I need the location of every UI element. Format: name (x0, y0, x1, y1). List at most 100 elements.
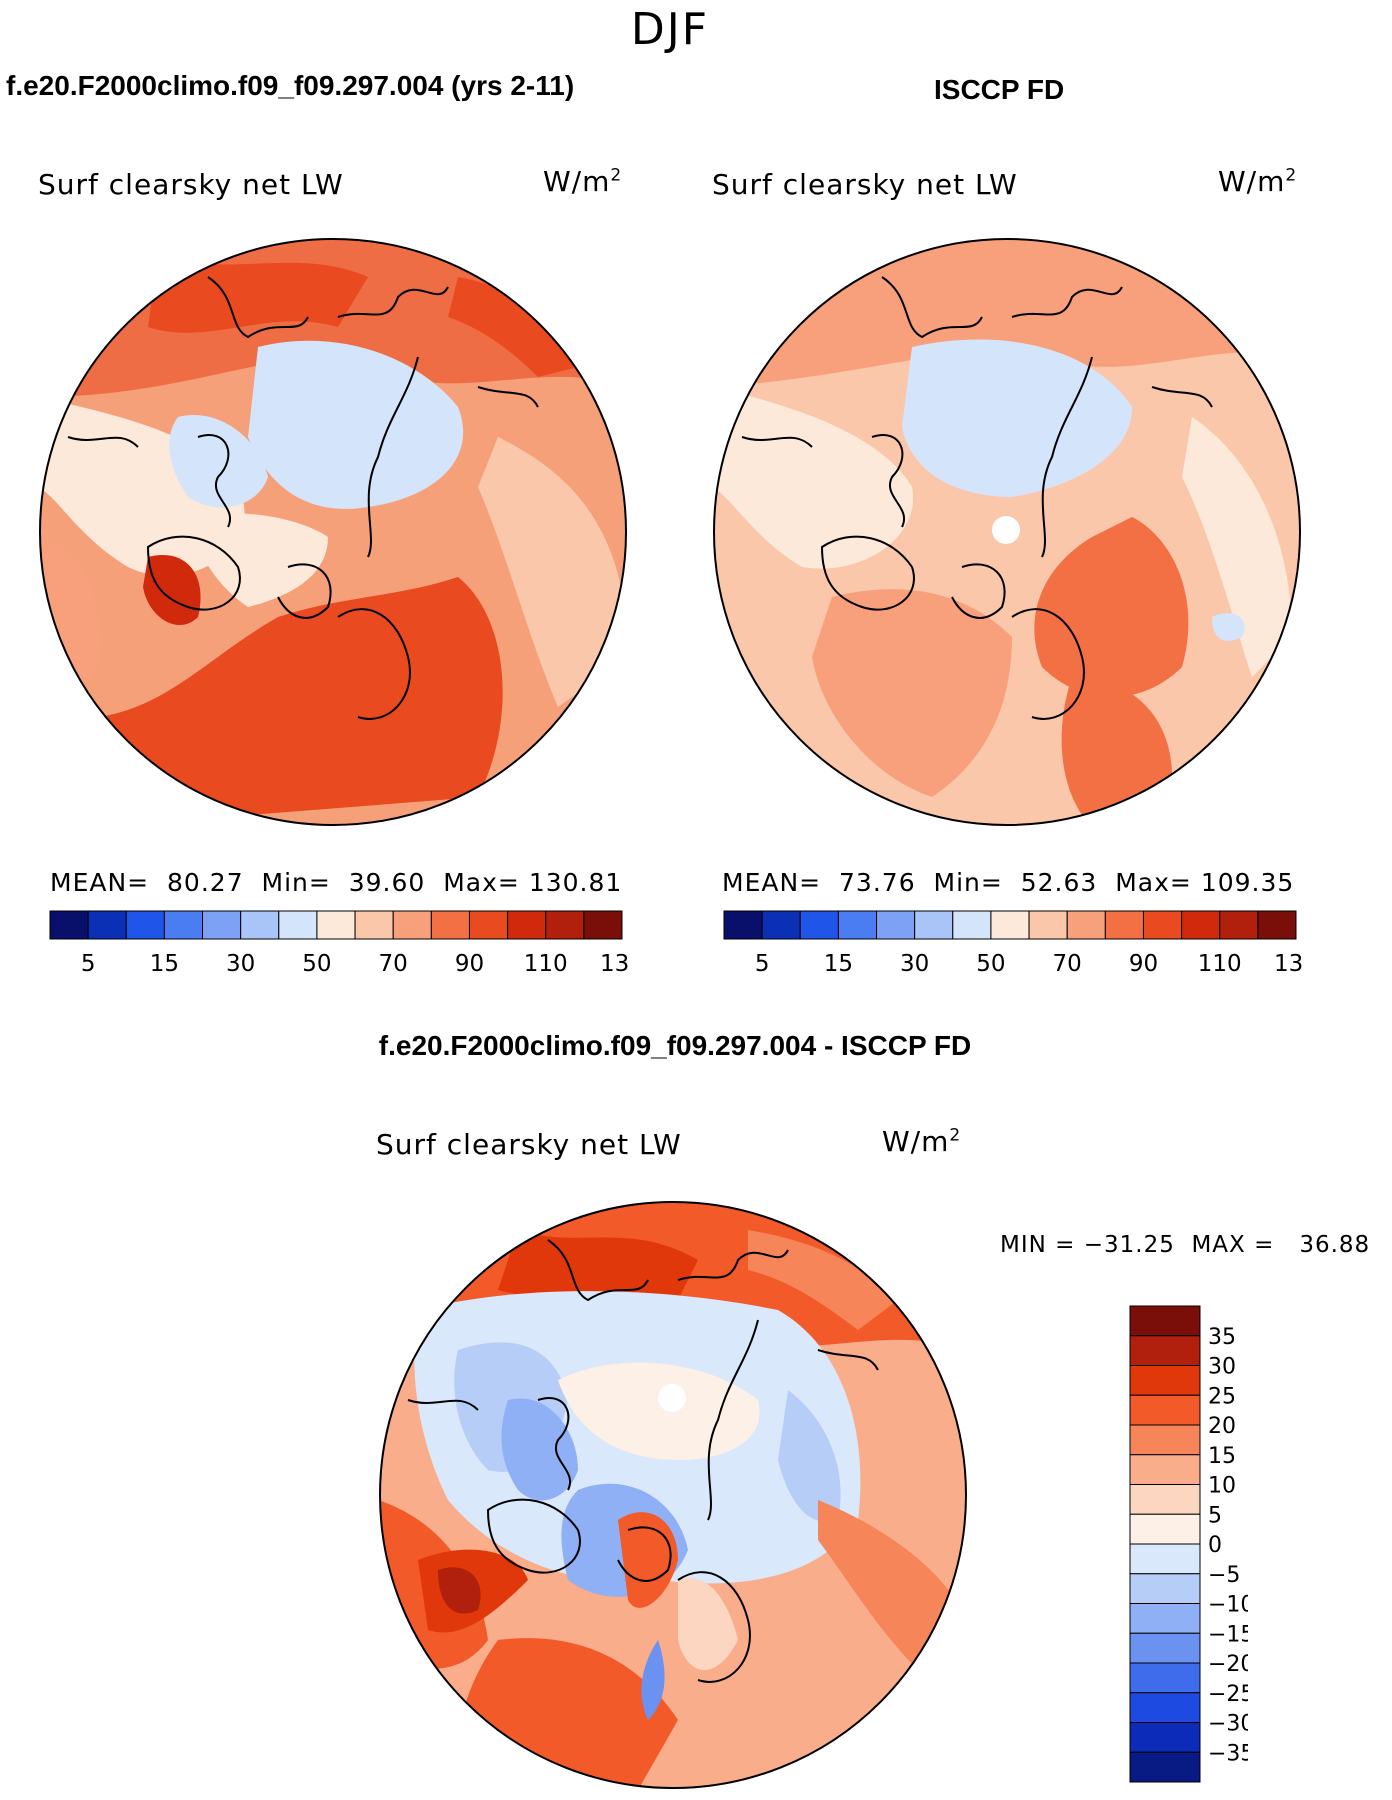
colorbar-label: 35 (1208, 1325, 1236, 1350)
colorbar-label: 15 (824, 951, 853, 977)
colorbar-swatch (1129, 1751, 1201, 1783)
right-max-value: 109.35 (1200, 868, 1295, 897)
colorbar-label: 50 (976, 951, 1005, 977)
right-mean-value: 73.76 (839, 868, 916, 897)
left-colorbar-labels: 5 15 30 50 70 90 110 130 (81, 951, 628, 977)
colorbar-swatch (545, 910, 585, 940)
colorbar-label: 30 (1208, 1355, 1236, 1380)
colorbar-label: −25 (1208, 1682, 1248, 1707)
right-colorbar: 5 15 30 50 70 90 110 130 (723, 910, 1302, 977)
colorbar-label: 5 (755, 951, 770, 977)
colorbar-label: −5 (1208, 1563, 1240, 1588)
colorbar-swatch (914, 910, 954, 940)
colorbar-label: −10 (1208, 1593, 1248, 1618)
colorbar-label: 110 (524, 951, 568, 977)
colorbar-swatch (507, 910, 547, 940)
colorbar-swatch (49, 910, 89, 940)
colorbar-swatch (1129, 1394, 1201, 1426)
colorbar-swatch (1129, 1424, 1201, 1456)
colorbar-label: −35 (1208, 1741, 1248, 1766)
season-title: DJF (630, 4, 710, 55)
left-stats: MEAN= 80.27 Min= 39.60 Max= 130.81 (50, 868, 623, 897)
colorbar-swatch (354, 910, 394, 940)
right-units: W/m2 (1218, 165, 1298, 198)
left-field-label: Surf clearsky net LW (38, 168, 344, 201)
colorbar-swatch (876, 910, 916, 940)
diff-panel-title: f.e20.F2000climo.f09_f09.297.004 - ISCCP… (378, 1030, 972, 1061)
diff-colorbar: 35 30 25 20 15 10 5 0 −5 −10 −15 −20 −25 −30 −35 (1129, 1305, 1248, 1783)
colorbar-swatch (202, 910, 242, 940)
diff-minmax: MIN = −31.25 MAX = 36.88 (1000, 1232, 1371, 1258)
colorbar-swatch (1129, 1484, 1201, 1515)
left-colorbar-swatches (49, 910, 623, 940)
right-min-value: 52.63 (1020, 868, 1098, 897)
colorbar-label: 70 (1053, 951, 1082, 977)
colorbar-swatch (1129, 1632, 1201, 1664)
colorbar-swatch (1129, 1513, 1201, 1545)
colorbar-label: 30 (226, 951, 255, 977)
left-polar-map (39, 238, 627, 826)
colorbar-swatch (316, 910, 356, 940)
colorbar-label: 90 (1129, 951, 1158, 977)
right-field-label: Surf clearsky net LW (712, 168, 1018, 201)
colorbar-label: 90 (455, 951, 484, 977)
right-colorbar-labels: 5 15 30 50 70 90 110 130 (755, 951, 1302, 977)
colorbar-swatch (163, 910, 204, 940)
colorbar-swatch (430, 910, 470, 940)
left-units-exponent: 2 (610, 165, 623, 186)
colorbar-swatch (468, 910, 509, 940)
diff-field-label: Surf clearsky net LW (376, 1128, 682, 1161)
colorbar-label: −20 (1208, 1652, 1248, 1677)
right-polar-map (713, 238, 1301, 826)
colorbar-swatch (761, 910, 801, 940)
colorbar-label: 15 (1208, 1444, 1236, 1469)
left-mean-value: 80.27 (167, 868, 244, 897)
colorbar-swatch (87, 910, 127, 940)
colorbar-swatch (1129, 1454, 1201, 1485)
colorbar-label: 70 (379, 951, 408, 977)
colorbar-swatch (799, 910, 839, 940)
colorbar-label: 10 (1208, 1474, 1236, 1499)
colorbar-swatch (952, 910, 992, 940)
colorbar-label: −15 (1208, 1622, 1248, 1647)
left-min-value: 39.60 (348, 868, 426, 897)
left-units: W/m2 (543, 165, 623, 198)
colorbar-swatch (837, 910, 878, 940)
colorbar-label: 50 (302, 951, 331, 977)
colorbar-swatch (278, 910, 318, 940)
colorbar-swatch (1129, 1722, 1201, 1753)
colorbar-swatch (1129, 1603, 1201, 1634)
right-panel-title: ISCCP FD (934, 74, 1065, 105)
colorbar-swatch (1129, 1573, 1201, 1604)
colorbar-swatch (240, 910, 280, 940)
colorbar-swatch (1129, 1365, 1201, 1396)
diff-colorbar-labels: 35 30 25 20 15 10 5 0 −5 −10 −15 −20 −25 −30 −35 (1208, 1325, 1248, 1767)
colorbar-swatch (1181, 910, 1221, 940)
colorbar-swatch (1028, 910, 1068, 940)
colorbar-swatch (1129, 1662, 1201, 1694)
colorbar-label: 20 (1208, 1414, 1236, 1439)
right-stats: MEAN= 73.76 Min= 52.63 Max= 109.35 (722, 868, 1295, 897)
colorbar-swatch (583, 910, 623, 940)
left-panel-title: f.e20.F2000climo.f09_f09.297.004 (yrs 2-… (6, 70, 575, 101)
colorbar-label: 130 (1274, 951, 1302, 977)
right-colorbar-swatches (723, 910, 1297, 940)
colorbar-swatch (990, 910, 1030, 940)
colorbar-swatch (1129, 1305, 1201, 1337)
colorbar-swatch (1066, 910, 1106, 940)
colorbar-label: 110 (1198, 951, 1242, 977)
left-colorbar: 5 15 30 50 70 90 110 130 (49, 910, 628, 977)
colorbar-label: 5 (1208, 1503, 1222, 1528)
right-units-exponent: 2 (1285, 165, 1298, 186)
colorbar-label: 5 (81, 951, 96, 977)
colorbar-swatch (1104, 910, 1144, 940)
colorbar-label: 25 (1208, 1384, 1236, 1409)
colorbar-swatch (392, 910, 432, 940)
diff-units: W/m2 (882, 1125, 962, 1158)
diff-units-exponent: 2 (949, 1125, 962, 1146)
diff-colorbar-swatches (1129, 1305, 1201, 1783)
colorbar-swatch (125, 910, 165, 940)
colorbar-swatch (1142, 910, 1183, 940)
colorbar-label: 130 (600, 951, 628, 977)
colorbar-swatch (1219, 910, 1259, 940)
